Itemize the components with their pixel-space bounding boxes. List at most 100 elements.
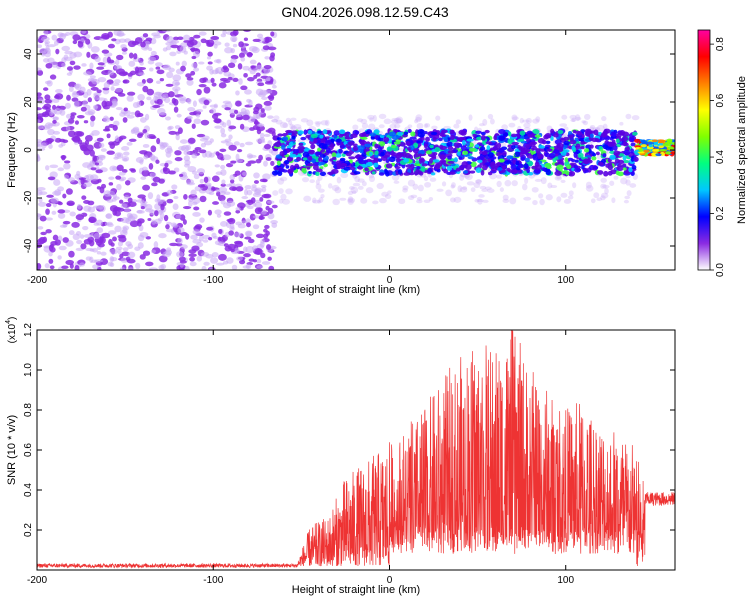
spectrogram-noise-blob [171,97,177,104]
spectrogram-noise-blob [52,104,57,110]
spectrogram-halo-blob [560,192,568,198]
spectrogram-noise-blob [211,232,217,239]
spectrogram-band-blob [338,134,344,138]
spectrogram-band-blob [458,156,463,160]
spectrogram-noise-blob [46,80,53,87]
spectrogram-noise-blob [69,211,76,217]
spectrogram-band-blob [498,128,506,135]
spectrogram-halo-blob [596,124,605,132]
spectrogram-noise-blob [178,95,187,102]
spectrogram-noise-blob [172,74,182,82]
spectrogram-halo-blob [428,196,434,202]
spectrogram-noise-blob [116,164,124,172]
spectrogram-band-blob [430,172,436,176]
spectrogram-noise-blob [80,243,87,250]
spectrogram-band-blob [405,141,411,146]
spectrogram-band-blob [352,145,359,152]
spectrogram-noise-blob [169,242,178,247]
spectrogram-noise-blob [185,144,192,151]
spectrogram-noise-blob [107,59,115,64]
spectrogram-noise-blob [52,119,57,124]
spectrogram-band-blob [556,164,564,171]
spectrogram-band-blob [510,133,518,138]
spectrogram-noise-blob [263,67,270,75]
spectrogram-y-axis-label: Frequency (Hz) [6,112,18,188]
spectrogram-band-blob [563,140,570,146]
spectrogram-noise-blob [228,125,237,130]
spectrogram-noise-blob [226,257,234,264]
spectrogram-noise-blob [168,125,174,130]
spectrogram-noise-blob [122,225,130,231]
spectrogram-band-blob [498,135,506,141]
spectrogram-band-blob [446,165,453,171]
spectrogram-halo-blob [569,114,577,120]
spectrogram-noise-blob [139,150,148,155]
spectrogram-halo-blob [357,185,364,190]
spectrogram-noise-blob [241,220,248,224]
spectrogram-noise-blob [106,150,115,155]
spectrogram-noise-blob [71,221,80,228]
spectrogram-noise-blob [176,251,184,258]
spectrogram-band-blob [363,148,371,152]
spectrogram-noise-blob [203,176,209,183]
spectrogram-noise-blob [267,115,274,119]
spectrogram-noise-blob [85,256,92,261]
spectrogram-noise-blob [89,248,95,252]
spectrogram-noise-blob [94,259,103,263]
spectrogram-band-blob [550,128,555,134]
spectrogram-noise-blob [139,231,149,238]
spectrogram-band-blob [583,148,590,153]
spectrogram-noise-blob [192,201,198,206]
spectrogram-noise-blob [57,212,66,219]
spectrogram-band-blob [456,150,461,156]
spectrogram-noise-blob [90,86,99,91]
spectrogram-band-blob [303,129,308,136]
colorbar-label: Normalized spectral amplitude [736,76,748,224]
spectrogram-noise-blob [128,214,134,219]
spectrogram-y-tick-label: 20 [23,96,34,108]
spectrogram-halo-blob [416,199,423,204]
spectrogram-noise-blob [187,137,196,144]
spectrogram-noise-blob [246,51,253,58]
spectrogram-noise-blob [237,63,243,70]
spectrogram-noise-blob [138,72,145,76]
spectrogram-noise-blob [62,193,67,199]
spectrogram-noise-blob [247,160,257,164]
spectrogram-band-blob [593,165,599,170]
spectrogram-band-blob [622,142,629,147]
spectrogram-noise-blob [96,137,104,142]
spectrogram-band-blob [508,169,515,173]
spectrogram-noise-blob [40,36,50,42]
spectrogram-noise-blob [239,142,245,148]
spectrogram-noise-blob [87,97,93,103]
spectrogram-noise-blob [49,265,55,270]
spectrogram-noise-blob [61,62,66,68]
spectrogram-noise-blob [101,183,107,189]
spectrogram-noise-blob [93,141,102,149]
spectrogram-noise-blob [146,96,152,101]
spectrogram-noise-blob [182,219,187,225]
spectrogram-peak-blob [658,139,666,144]
spectrogram-halo-blob [575,116,582,121]
spectrogram-noise-blob [62,139,69,144]
spectrogram-y-tick-label: -20 [23,190,34,205]
spectrogram-noise-blob [257,82,265,87]
spectrogram-halo-blob [290,126,298,131]
spectrogram-noise-blob [206,56,212,60]
spectrogram-band-blob [600,132,608,138]
spectrogram-band-blob [545,140,551,144]
snr-y-tick-label: 1.2 [23,323,34,337]
spectrogram-band-blob [373,162,379,168]
spectrogram-band-blob [554,170,562,176]
spectrogram-noise-blob [216,191,221,197]
spectrogram-noise-blob [147,217,152,222]
spectrogram-band-blob [449,134,455,141]
spectrogram-noise-blob [137,133,143,139]
spectrogram-halo-blob [301,177,310,183]
spectrogram-halo-blob [282,198,291,205]
spectrogram-halo-blob [285,188,293,195]
spectrogram-noise-blob [109,142,116,149]
spectrogram-band-blob [487,171,493,176]
spectrogram-band-blob [427,167,433,173]
spectrogram-noise-blob [81,63,87,67]
